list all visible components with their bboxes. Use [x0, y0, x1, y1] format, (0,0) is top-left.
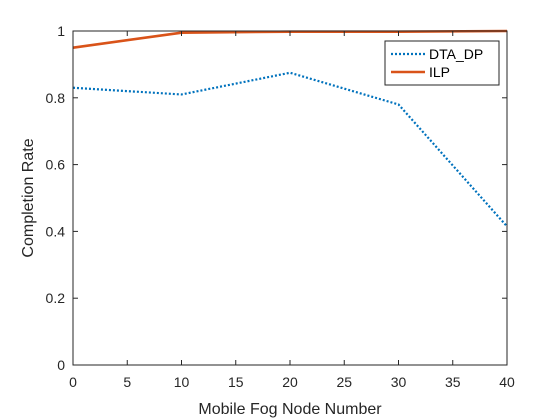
y-tick-label: 0.4	[46, 223, 66, 239]
x-tick-label: 25	[336, 374, 352, 390]
legend-box	[384, 40, 500, 86]
x-tick-label: 0	[69, 374, 77, 390]
y-tick-label: 0.6	[46, 157, 66, 173]
y-axis-label: Completion Rate	[20, 138, 37, 257]
x-tick-label: 5	[123, 374, 131, 390]
y-tick-label: 0.8	[46, 90, 66, 106]
y-tick-label: 1	[57, 23, 65, 39]
series-line-dta-dp	[72, 71, 508, 228]
x-tick-label: 40	[499, 374, 515, 390]
x-tick-label: 15	[228, 374, 244, 390]
y-tick-label: 0	[57, 357, 65, 373]
x-tick-label: 20	[282, 374, 298, 390]
y-tick-label: 0.2	[46, 290, 66, 306]
axes-layer: 0 5 10 15 20 25 30 35 40 0 0.2 0.4 0.6 0.8 1	[46, 23, 515, 390]
legend-label: ILP	[429, 64, 450, 80]
x-tick-label: 35	[445, 374, 461, 390]
x-tick-label: 10	[174, 374, 190, 390]
x-tick-label: 30	[391, 374, 407, 390]
plot-area	[73, 31, 507, 365]
legend: DTA_DP ILP	[384, 40, 500, 86]
legend-label: DTA_DP	[429, 46, 483, 62]
x-axis-label: Mobile Fog Node Number	[198, 401, 382, 418]
